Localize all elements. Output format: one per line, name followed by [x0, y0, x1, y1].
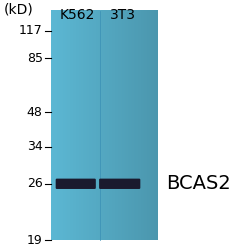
Text: 85: 85 [27, 52, 43, 64]
Text: (kD): (kD) [4, 2, 33, 16]
Text: 48: 48 [27, 106, 43, 119]
Text: 26: 26 [27, 177, 43, 190]
Text: 117: 117 [19, 24, 43, 38]
Text: BCAS2: BCAS2 [166, 174, 231, 193]
Text: 34: 34 [27, 140, 43, 153]
Text: 19: 19 [27, 234, 43, 247]
Text: K562: K562 [60, 8, 95, 22]
FancyBboxPatch shape [99, 178, 140, 189]
FancyBboxPatch shape [56, 178, 96, 189]
Text: 3T3: 3T3 [110, 8, 136, 22]
